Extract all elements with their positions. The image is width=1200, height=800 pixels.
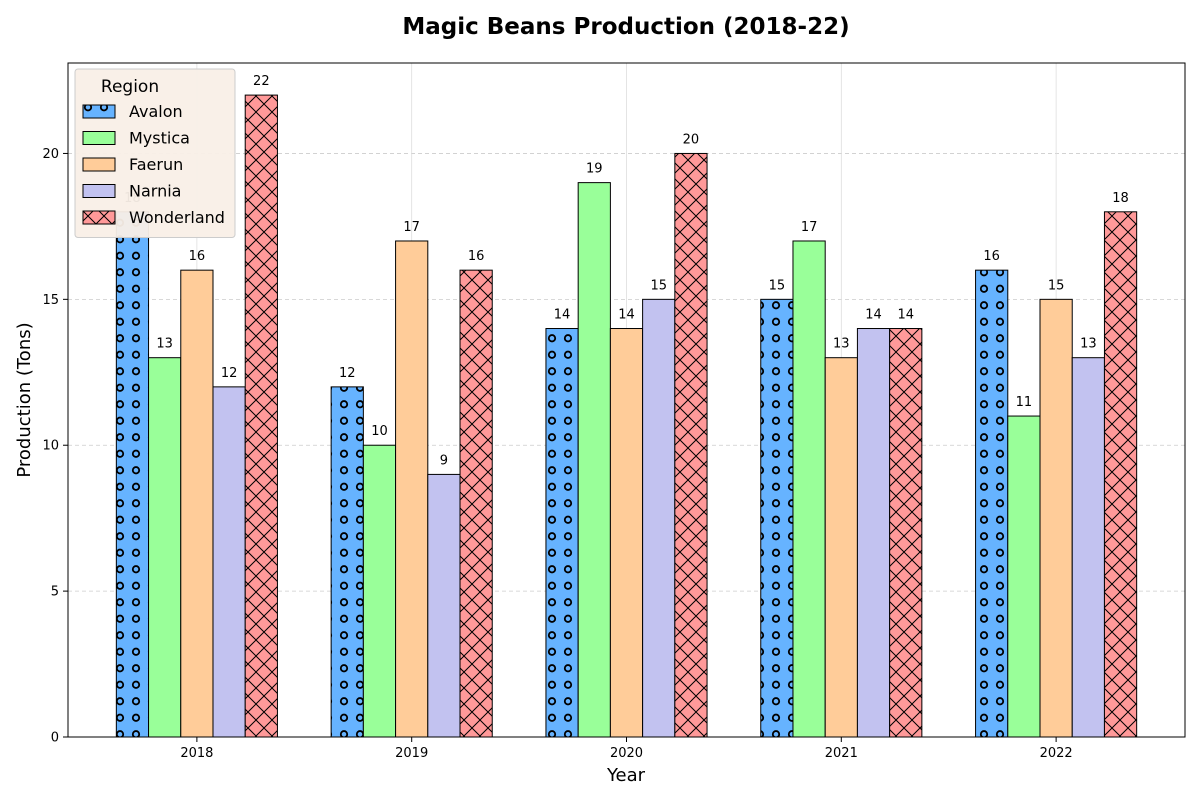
bar-hatch: [975, 270, 1008, 737]
legend-swatch-hatch: [83, 211, 115, 224]
data-label: 15: [650, 278, 667, 293]
data-label: 15: [769, 278, 786, 293]
data-label: 20: [683, 132, 700, 147]
legend-swatch: [83, 158, 115, 171]
data-label: 19: [586, 162, 603, 177]
bar: [792, 240, 826, 738]
data-label: 12: [221, 366, 238, 381]
bar-hatch: [460, 270, 493, 737]
data-label: 17: [801, 220, 818, 235]
legend-swatch-outline: [82, 210, 116, 225]
legend-swatch: [83, 131, 115, 145]
legend-label: Mystica: [129, 129, 190, 148]
bar-hatch: [116, 211, 149, 738]
legend-label: Narnia: [129, 182, 181, 201]
bar-hatch: [245, 95, 278, 738]
bar: [1072, 357, 1105, 737]
data-label: 13: [156, 337, 173, 352]
data-label: 14: [618, 308, 635, 323]
y-axis-label: Production (Tons): [14, 322, 35, 477]
bar: [180, 270, 213, 737]
data-label: 16: [468, 249, 485, 264]
data-label: 13: [833, 337, 850, 352]
chart-title: Magic Beans Production (2018-22): [402, 14, 849, 40]
data-label: 16: [983, 249, 1000, 264]
bar: [395, 240, 428, 738]
data-label: 13: [1080, 337, 1097, 352]
bar-hatch: [331, 386, 364, 737]
data-label: 9: [440, 453, 448, 468]
data-label: 14: [865, 308, 882, 323]
bar-hatch: [674, 153, 708, 738]
legend: Region Avalon Mystica Faerun Narnia Wonderlan…: [74, 68, 236, 238]
y-tick-label: 5: [51, 585, 59, 600]
bar-hatch: [545, 328, 579, 737]
x-tick-label: 2022: [1040, 746, 1073, 761]
legend-swatch: [83, 184, 115, 198]
data-label: 11: [1016, 395, 1033, 410]
x-tick-label: 2021: [825, 746, 858, 761]
bar: [363, 445, 396, 737]
legend-swatch-outline: [82, 131, 116, 145]
data-label: 18: [1112, 191, 1129, 206]
y-tick-label: 20: [42, 147, 59, 162]
x-tick-label: 2020: [610, 746, 643, 761]
legend-swatch-outline: [82, 104, 116, 119]
legend-swatch-hatch: [83, 105, 115, 118]
data-label: 12: [339, 366, 356, 381]
bar: [1040, 299, 1073, 737]
legend-label: Wonderland: [129, 208, 225, 227]
data-label: 15: [1048, 278, 1065, 293]
data-label: 16: [189, 249, 206, 264]
bar: [212, 386, 246, 737]
y-tick-label: 10: [42, 439, 59, 454]
bar: [825, 357, 858, 737]
x-tick-label: 2019: [395, 746, 428, 761]
x-axis-label: Year: [606, 765, 646, 786]
data-label: 17: [403, 220, 420, 235]
legend-title: Region: [101, 77, 159, 97]
bar: [642, 299, 675, 737]
x-tick-label: 2018: [180, 746, 213, 761]
bar: [857, 328, 890, 737]
bar: [610, 328, 643, 737]
data-label: 14: [897, 308, 914, 323]
bar: [1007, 416, 1041, 737]
legend-swatch-outline: [82, 157, 116, 172]
legend-label: Avalon: [129, 102, 183, 121]
bar: [427, 474, 461, 737]
bars: [115, 94, 1138, 738]
legend-label: Faerun: [129, 155, 183, 174]
y-tick-label: 15: [42, 293, 59, 308]
bar: [148, 357, 181, 737]
legend-swatch-outline: [82, 184, 116, 198]
bar-hatch: [889, 328, 922, 737]
y-tick-label: 0: [51, 731, 59, 746]
bar: [578, 182, 611, 738]
bar-hatch: [760, 299, 793, 737]
data-label: 14: [554, 308, 571, 323]
bar-hatch: [1104, 211, 1137, 738]
data-label: 10: [371, 424, 388, 439]
data-label: 22: [253, 74, 270, 89]
